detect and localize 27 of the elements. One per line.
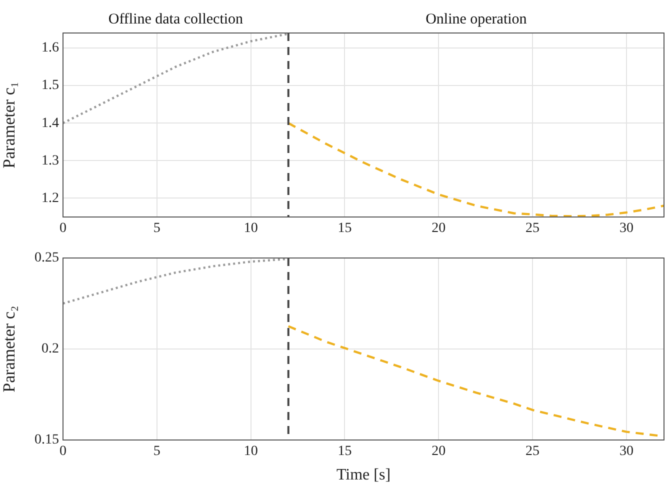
- y-tick-label: 1.3: [42, 153, 59, 168]
- y-tick-label: 0.25: [34, 250, 59, 266]
- x-tick-label: 15: [338, 221, 352, 236]
- y-axis-title: Parameter c₂: [0, 306, 19, 392]
- x-tick-label: 5: [153, 221, 160, 236]
- x-tick-label: 0: [60, 444, 66, 460]
- x-tick-label: 25: [526, 221, 540, 236]
- y-tick-label: 1.5: [42, 78, 59, 94]
- y-tick-label: 1.2: [42, 190, 59, 206]
- x-tick-label: 20: [432, 221, 446, 236]
- y-axis-title: Parameter c₁: [0, 82, 19, 168]
- x-tick-label: 30: [619, 221, 634, 236]
- x-tick-label: 20: [432, 444, 446, 460]
- x-tick-label: 10: [244, 221, 258, 236]
- x-tick-label: 10: [244, 444, 258, 460]
- x-tick-label: 30: [619, 444, 634, 460]
- x-axis-title: Time [s]: [336, 466, 391, 484]
- text: Online operation: [426, 11, 528, 28]
- x-tick-label: 0: [60, 221, 66, 236]
- y-tick-label: 0.2: [42, 342, 59, 357]
- y-tick-label: 1.6: [42, 40, 59, 56]
- x-tick-label: 25: [526, 444, 540, 460]
- x-tick-label: 15: [338, 444, 352, 460]
- y-tick-label: 0.15: [34, 432, 59, 448]
- x-tick-label: 5: [153, 444, 160, 460]
- y-tick-label: 1.4: [42, 116, 59, 131]
- text: Offline data collection: [108, 11, 244, 28]
